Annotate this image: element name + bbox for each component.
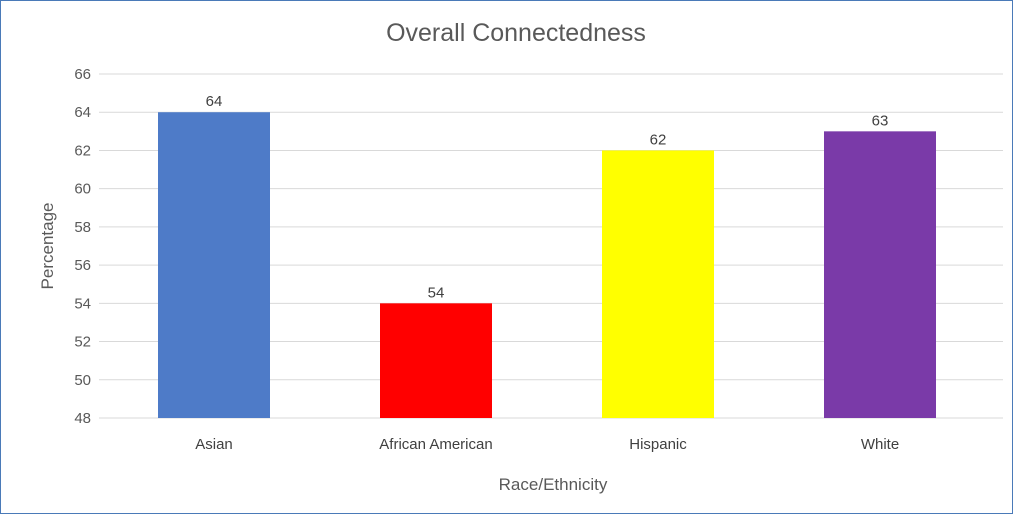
data-label: 63 [872,112,889,129]
bar-asian [158,112,270,418]
x-tick-label: White [861,436,899,453]
y-axis-ticks: 48 50 52 54 56 58 60 62 64 66 [74,66,91,427]
bars [158,112,936,419]
y-tick-label: 56 [74,257,91,274]
chart-title: Overall Connectedness [386,19,646,47]
data-label: 62 [650,131,667,148]
x-tick-label: Asian [195,436,233,453]
y-axis-title: Percentage [38,203,57,290]
y-tick-label: 52 [74,334,91,351]
y-tick-label: 64 [74,104,91,121]
data-label: 54 [428,284,445,301]
data-label: 64 [206,93,223,110]
y-tick-label: 66 [74,66,91,83]
x-tick-label: Hispanic [629,436,687,453]
x-tick-label: African American [379,436,492,453]
data-labels: 64 54 62 63 [206,93,889,301]
bar-hispanic [602,150,714,418]
y-tick-label: 50 [74,372,91,389]
y-tick-label: 60 [74,181,91,198]
bar-african-american [380,303,492,418]
x-axis-ticks: Asian African American Hispanic White [195,436,899,453]
y-tick-label: 54 [74,295,91,312]
x-axis-title: Race/Ethnicity [499,475,608,494]
y-tick-label: 58 [74,219,91,236]
y-tick-label: 48 [74,410,91,427]
bar-white [824,131,936,419]
y-tick-label: 62 [74,142,91,159]
